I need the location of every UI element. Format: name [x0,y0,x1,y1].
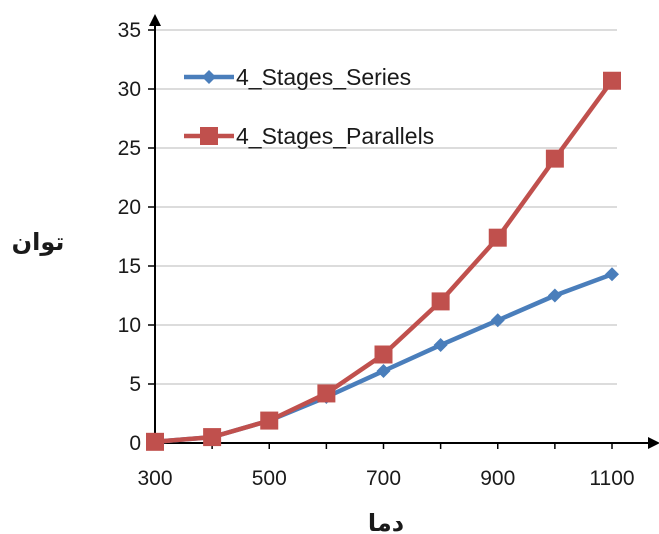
data-point-0 [490,313,505,328]
data-point-1 [203,428,222,447]
data-point-1 [317,384,336,403]
data-point-0 [547,288,562,303]
y-tick-label: 20 [118,196,141,219]
legend-label: 4_Stages_Parallels [236,123,434,149]
gridlines [155,29,617,385]
y-tick-label: 35 [118,19,141,42]
data-point-1 [603,71,621,90]
x-axis-arrowhead [648,437,659,449]
y-axis-arrowhead [149,14,161,26]
y-tick-label: 30 [118,78,141,101]
x-tick-label: 900 [480,467,515,490]
data-point-1 [374,345,393,364]
y-tick-label: 25 [118,137,141,160]
legend: 4_Stages_Series 4_Stages_Parallels [184,64,434,149]
x-tick-label: 1100 [589,467,634,490]
x-tick-label: 500 [252,467,287,490]
data-point-1 [545,149,564,168]
series-markers [146,71,621,451]
y-tick-label: 15 [118,255,141,278]
x-axis-title: دما [368,509,404,534]
legend-label: 4_Stages_Series [236,64,411,90]
data-point-1 [260,411,279,430]
axes [148,14,659,449]
data-point-0 [605,267,619,282]
x-tick-label: 700 [366,467,401,490]
legend-marker-1 [200,127,218,145]
data-point-1 [431,292,450,311]
data-point-1 [146,432,164,451]
data-point-0 [433,338,448,353]
legend-marker-0 [202,70,216,84]
data-point-1 [488,228,507,247]
y-tick-label: 10 [118,314,141,337]
y-tick-label: 5 [129,373,141,396]
data-point-0 [376,364,391,379]
y-axis-title: توان [12,228,65,256]
x-tick-labels: 300 500 700 900 1100 [137,467,634,490]
x-tick-label: 300 [137,467,172,490]
y-tick-labels: 0 5 10 15 20 25 30 35 [118,19,141,455]
y-tick-label: 0 [129,432,141,455]
